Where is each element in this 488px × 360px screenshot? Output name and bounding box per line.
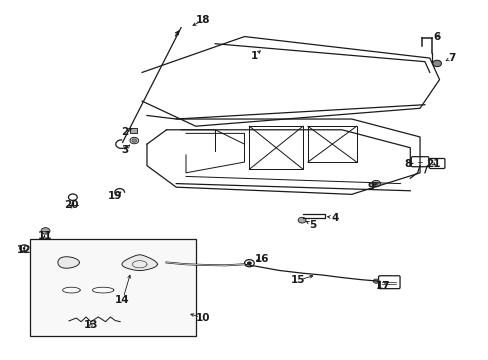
Text: 1: 1: [250, 51, 257, 61]
Text: 12: 12: [17, 245, 31, 255]
Polygon shape: [58, 257, 79, 268]
Circle shape: [371, 180, 380, 187]
Bar: [30, 239, 195, 336]
Text: 15: 15: [290, 275, 305, 285]
Circle shape: [41, 228, 50, 234]
Circle shape: [132, 139, 137, 142]
Polygon shape: [122, 255, 157, 271]
Text: 13: 13: [83, 320, 98, 330]
Bar: [130, 129, 137, 134]
Text: 7: 7: [447, 53, 454, 63]
Text: 18: 18: [195, 15, 210, 26]
Text: 10: 10: [195, 313, 210, 323]
Text: 17: 17: [375, 281, 390, 291]
Circle shape: [246, 261, 251, 265]
Circle shape: [373, 182, 377, 185]
Text: 16: 16: [254, 254, 268, 264]
Circle shape: [130, 137, 139, 144]
Circle shape: [22, 247, 25, 249]
Text: 3: 3: [121, 144, 128, 154]
Circle shape: [372, 279, 378, 283]
Text: 21: 21: [426, 159, 440, 169]
Text: 9: 9: [367, 182, 374, 192]
Text: 6: 6: [432, 32, 440, 41]
Text: 19: 19: [108, 191, 122, 201]
Circle shape: [298, 217, 305, 223]
Text: 14: 14: [115, 295, 130, 305]
Circle shape: [432, 60, 441, 67]
Text: 8: 8: [404, 159, 410, 169]
Text: 4: 4: [330, 213, 338, 222]
Text: 11: 11: [37, 231, 52, 240]
Text: 5: 5: [308, 220, 316, 230]
Text: 20: 20: [64, 200, 79, 210]
Text: 2: 2: [121, 127, 128, 136]
